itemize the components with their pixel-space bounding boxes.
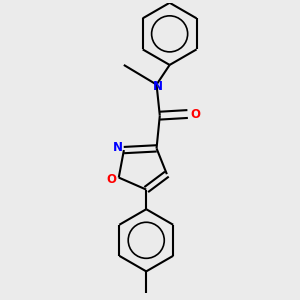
Text: O: O: [191, 107, 201, 121]
Text: N: N: [153, 80, 163, 93]
Text: O: O: [106, 173, 117, 186]
Text: N: N: [113, 141, 123, 154]
